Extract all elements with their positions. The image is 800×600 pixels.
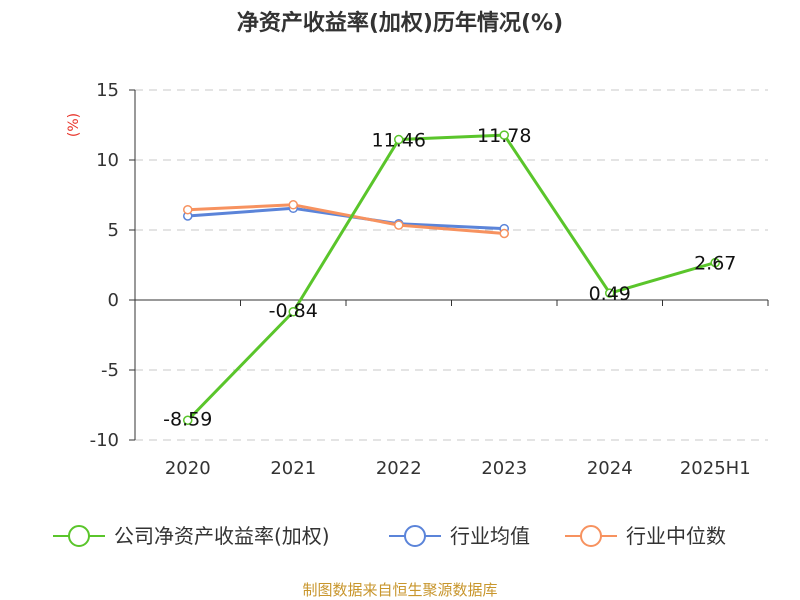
data-label: 2.67 bbox=[694, 253, 736, 275]
data-label: 11.78 bbox=[477, 125, 531, 147]
x-tick-label: 2022 bbox=[376, 458, 422, 479]
axes: 15 10 5 0 -5 -10 2020 2021 2022 2023 2024 2025H1 bbox=[90, 80, 769, 479]
data-point bbox=[183, 204, 193, 215]
y-tick-label: 5 bbox=[108, 220, 119, 241]
data-point bbox=[710, 257, 720, 268]
series-line bbox=[186, 133, 716, 422]
data-point bbox=[394, 134, 404, 145]
y-tick-label: -10 bbox=[90, 430, 119, 451]
legend-marker bbox=[68, 525, 90, 547]
y-tick-label: 10 bbox=[96, 150, 119, 171]
data-label: 11.46 bbox=[372, 130, 426, 152]
x-tick-label: 2024 bbox=[587, 458, 633, 479]
data-label: 0.49 bbox=[589, 283, 631, 305]
y-tick-label: 15 bbox=[96, 80, 119, 101]
legend-marker bbox=[580, 525, 602, 547]
legend: 公司净资产收益率(加权) 行业均值 行业中位数 bbox=[53, 524, 726, 548]
data-point bbox=[394, 220, 404, 230]
legend-label: 行业中位数 bbox=[626, 524, 726, 548]
legend-marker bbox=[404, 525, 426, 547]
data-point bbox=[288, 200, 298, 210]
y-tick-label: 0 bbox=[108, 290, 119, 311]
data-label: -0.84 bbox=[269, 300, 318, 322]
y-axis-unit: (%) bbox=[66, 113, 82, 137]
data-label: -8.59 bbox=[163, 408, 212, 430]
data-point bbox=[288, 307, 298, 317]
data-labels: -8.59 -0.84 11.46 11.78 0.49 2.67 bbox=[163, 125, 736, 430]
legend-label: 公司净资产收益率(加权) bbox=[114, 524, 330, 548]
series-line bbox=[187, 203, 505, 235]
data-point bbox=[499, 130, 509, 140]
data-point bbox=[499, 228, 509, 239]
x-tick-label: 2021 bbox=[270, 458, 316, 479]
source-note: 制图数据来自恒生聚源数据库 bbox=[302, 581, 497, 599]
data-point bbox=[183, 415, 193, 426]
x-tick-label: 2020 bbox=[165, 458, 211, 479]
y-tick-label: -5 bbox=[101, 360, 119, 381]
x-tick-label: 2023 bbox=[481, 458, 527, 479]
data-point bbox=[605, 288, 615, 298]
chart-title: 净资产收益率(加权)历年情况(%) bbox=[237, 10, 563, 36]
legend-label: 行业均值 bbox=[450, 524, 530, 548]
grid-lines bbox=[135, 89, 768, 441]
series-lines bbox=[183, 130, 720, 426]
x-tick-label: 2025H1 bbox=[680, 458, 751, 479]
